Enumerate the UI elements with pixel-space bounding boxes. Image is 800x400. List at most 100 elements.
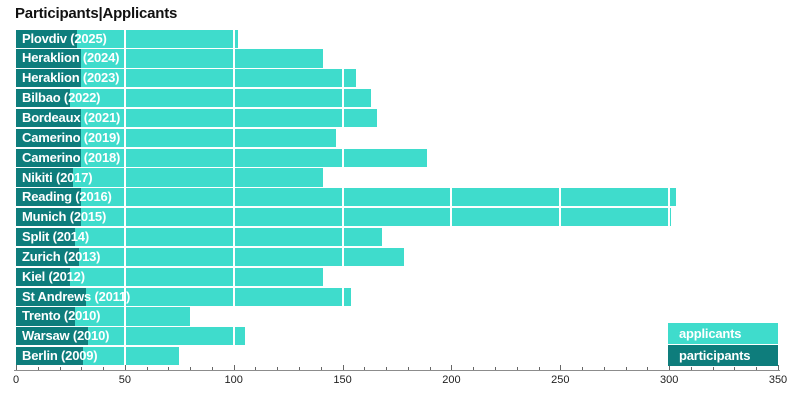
applicants-bar (16, 148, 428, 167)
applicants-bar (16, 128, 337, 147)
bar-label: Camerino (2018) (22, 149, 121, 165)
participants-bar (16, 287, 86, 306)
applicants-bar (16, 267, 323, 286)
bar-label: Camerino (2019) (22, 130, 121, 146)
gridline (341, 29, 344, 366)
legend: applicants participants (668, 323, 778, 366)
x-axis-minor-tick (103, 367, 105, 370)
gridline (668, 29, 671, 366)
x-axis-minor-tick (407, 367, 409, 370)
x-axis-minor-tick (603, 367, 605, 370)
gridline (450, 29, 453, 366)
x-axis-major-tick (451, 365, 453, 370)
x-axis-minor-tick (690, 367, 692, 370)
bar-label: Munich (2015) (22, 209, 107, 225)
bar-row: Kiel (2012) (0, 267, 800, 286)
x-axis-major-tick (16, 365, 17, 370)
bar-row: Plovdiv (2025) (0, 29, 800, 48)
bar-row: Nikiti (2017) (0, 168, 800, 187)
x-axis-minor-tick (582, 367, 584, 370)
x-axis-minor-tick (712, 367, 714, 370)
bar-label: Kiel (2012) (22, 268, 85, 284)
bar-label: Berlin (2009) (22, 348, 98, 364)
bar-row: Bilbao (2022) (0, 89, 800, 108)
x-axis-minor-tick (81, 367, 83, 370)
bar-label: Bordeaux (2021) (22, 110, 121, 126)
applicants-bar (16, 49, 323, 68)
bar-label: Bilbao (2022) (22, 90, 101, 106)
x-axis-tick-label: 200 (442, 374, 461, 386)
bar-row: Bordeaux (2021) (0, 108, 800, 128)
x-axis-minor-tick (277, 367, 279, 370)
x-axis-tick-label: 300 (659, 374, 679, 386)
bar-row: Berlin (2009) (0, 347, 800, 366)
gridline (232, 29, 235, 366)
gridline (559, 29, 562, 366)
participants-bar (16, 228, 75, 247)
bar-row: Munich (2015) (0, 208, 800, 227)
x-axis-major-tick (669, 365, 671, 370)
legend-label-participants: participants (679, 347, 751, 363)
bar-label: Heraklion (2023) (22, 70, 120, 86)
x-axis-minor-tick (756, 367, 758, 370)
x-axis-minor-tick (473, 367, 475, 370)
x-axis-minor-tick (190, 367, 192, 370)
bar-row: Heraklion (2023) (0, 69, 800, 88)
bar-label: Warsaw (2010) (22, 328, 110, 344)
participants-bar (16, 69, 82, 88)
bar-row: Split (2014) (0, 228, 800, 247)
participants-bar (16, 307, 75, 326)
participants-bar (16, 148, 82, 167)
participants-bar (16, 168, 73, 187)
x-axis-major-tick (233, 365, 235, 370)
gridline (123, 29, 126, 366)
x-axis-line (14, 370, 780, 371)
x-axis-tick-label: 150 (333, 374, 352, 386)
participants-bar (16, 327, 88, 346)
x-axis-minor-tick (168, 367, 170, 370)
x-axis-tick-label: 50 (118, 374, 131, 386)
participants-bar (16, 267, 71, 286)
participants-bar (16, 208, 82, 227)
bar-row: Reading (2016) (0, 188, 800, 207)
participants-bar (16, 108, 82, 128)
chart-title: Participants|Applicants (15, 5, 178, 22)
bar-row: Zurich (2013) (0, 247, 800, 267)
x-axis-minor-tick (211, 367, 213, 370)
x-axis-minor-tick (255, 367, 257, 370)
applicants-bar (16, 208, 672, 227)
x-axis-major-tick (560, 365, 562, 370)
participants-bar (16, 347, 84, 366)
applicants-bar (16, 89, 371, 108)
bar-label: Heraklion (2024) (22, 50, 120, 66)
x-axis-minor-tick (538, 367, 540, 370)
bar-label: Plovdiv (2025) (22, 30, 107, 46)
x-axis-minor-tick (625, 367, 627, 370)
x-axis-minor-tick (734, 367, 736, 370)
x-axis-minor-tick (494, 367, 496, 370)
x-axis-minor-tick (386, 367, 388, 370)
applicants-bar (16, 69, 356, 88)
x-axis-tick-label: 350 (768, 374, 788, 386)
x-axis-minor-tick (37, 367, 39, 370)
legend-item-participants: participants (668, 345, 778, 366)
x-axis-minor-tick (59, 367, 61, 370)
participants-bar (16, 247, 80, 267)
applicants-bar (16, 287, 352, 306)
bar-row: Trento (2010) (0, 307, 800, 326)
x-axis-tick-label: 0 (12, 374, 20, 386)
applicants-bar (16, 108, 378, 128)
bar-row: Camerino (2019) (0, 128, 800, 147)
bar-label: Split (2014) (22, 229, 89, 245)
x-axis-minor-tick (429, 367, 431, 370)
x-axis-minor-tick (364, 367, 366, 370)
x-axis-major-tick (342, 365, 344, 370)
bar-label: Trento (2010) (22, 308, 101, 324)
participants-bar (16, 49, 82, 68)
bar-label: St Andrews (2011) (22, 288, 131, 304)
x-axis-minor-tick (320, 367, 322, 370)
participants-bar (16, 89, 71, 108)
bar-label: Reading (2016) (22, 189, 112, 205)
x-axis-minor-tick (299, 367, 301, 370)
